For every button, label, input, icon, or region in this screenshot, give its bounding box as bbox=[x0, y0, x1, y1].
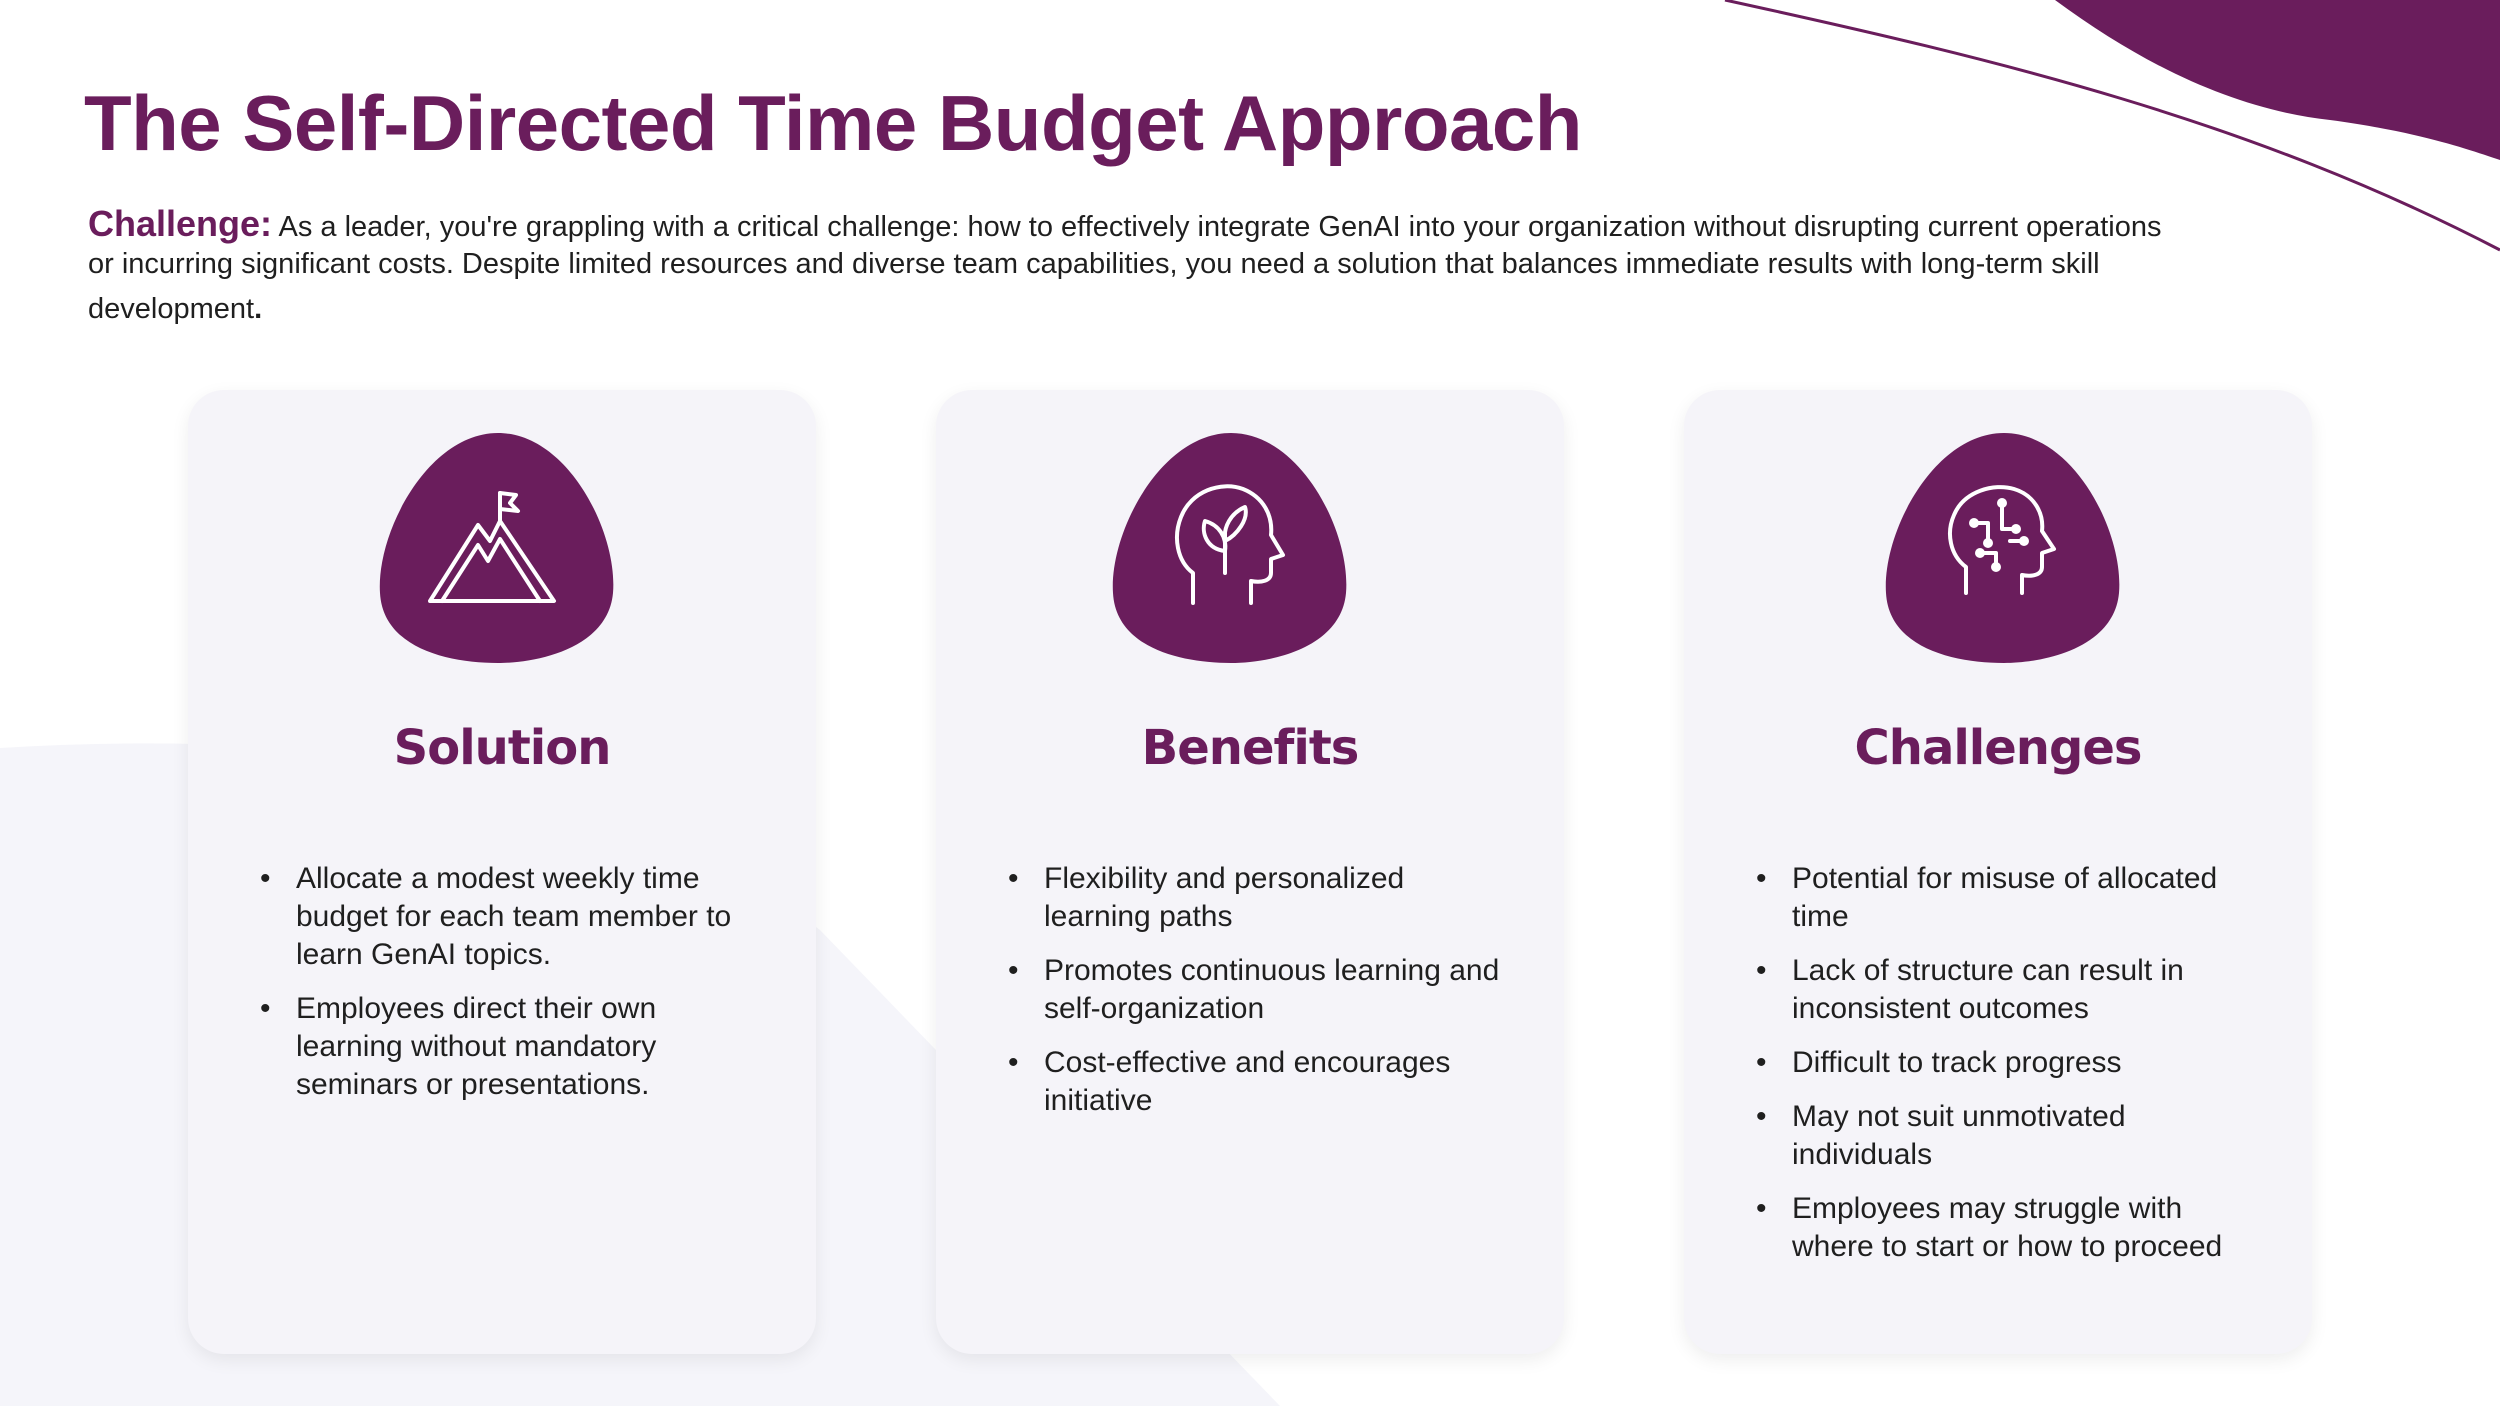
bullet-list: • Potential for misuse of allocated time … bbox=[1752, 860, 2252, 1282]
challenge-text-line1: As a leader, you're grappling with a cri… bbox=[272, 211, 2162, 243]
list-item: • Allocate a modest weekly time budget fo… bbox=[260, 862, 732, 971]
head-leaf-icon bbox=[1112, 433, 1347, 663]
list-item: • Cost-effective and encourages initiativ… bbox=[1008, 1046, 1451, 1117]
list-item: • Employees direct their own learning wit… bbox=[260, 992, 657, 1101]
head-circuit-icon bbox=[1885, 433, 2120, 663]
challenge-text-line3: development bbox=[88, 293, 255, 325]
list-item: • Promotes continuous learning and self-o… bbox=[1008, 954, 1500, 1025]
challenge-end-punct: . bbox=[254, 293, 263, 325]
card-heading: Solution bbox=[393, 720, 612, 776]
mountain-flag-icon bbox=[379, 433, 614, 663]
list-item: • Employees may struggle with where to st… bbox=[1756, 1192, 2223, 1263]
top-right-line bbox=[1724, 0, 2500, 252]
challenges-card: Challenges • Potential for misuse of allo… bbox=[1684, 390, 2312, 1354]
card-heading: Challenges bbox=[1854, 720, 2143, 776]
list-item: • Flexibility and personalized learning p… bbox=[1008, 862, 1405, 933]
bullet-list: • Flexibility and personalized learning p… bbox=[1004, 860, 1504, 1136]
challenge-text-line2: or incurring significant costs. Despite … bbox=[88, 248, 2100, 280]
challenge-label: Challenge: bbox=[88, 203, 273, 244]
bullet-list: • Allocate a modest weekly time budget fo… bbox=[256, 860, 756, 1120]
list-item: • Difficult to track progress bbox=[1756, 1046, 2122, 1079]
challenge-paragraph: Challenge: As a leader, you're grappling… bbox=[88, 205, 2348, 328]
list-item: • May not suit unmotivated individuals bbox=[1756, 1100, 2126, 1171]
solution-card: Solution • Allocate a modest weekly time … bbox=[188, 390, 816, 1354]
card-heading: Benefits bbox=[1141, 720, 1360, 776]
list-item: • Lack of structure can result in inconsi… bbox=[1756, 954, 2184, 1025]
list-item: • Potential for misuse of allocated time bbox=[1756, 862, 2218, 933]
benefits-card: Benefits • Flexibility and personalized l… bbox=[936, 390, 1564, 1354]
top-right-swoosh bbox=[2055, 0, 2500, 160]
page-title: The Self-Directed Time Budget Approach bbox=[84, 79, 1582, 167]
